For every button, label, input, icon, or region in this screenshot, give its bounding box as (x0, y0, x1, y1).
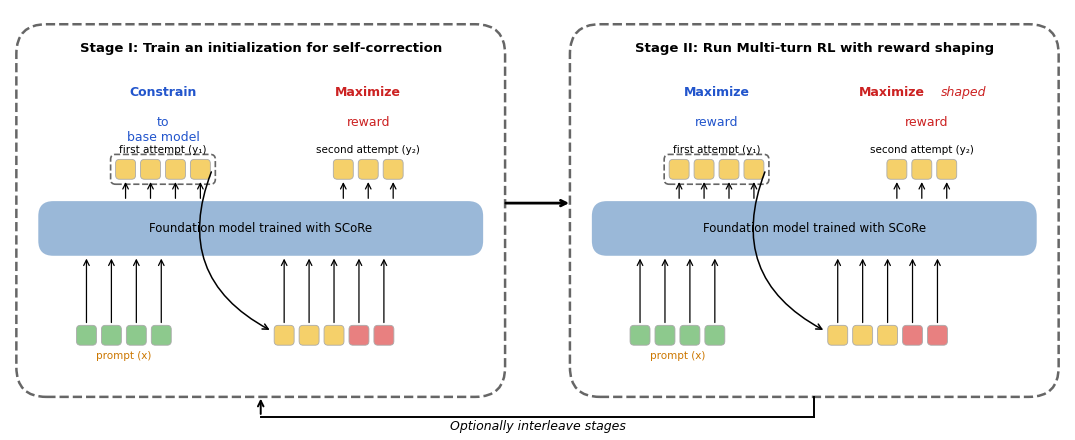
FancyBboxPatch shape (349, 325, 369, 345)
FancyBboxPatch shape (324, 325, 344, 345)
FancyBboxPatch shape (936, 159, 957, 179)
FancyBboxPatch shape (166, 159, 185, 179)
FancyBboxPatch shape (669, 159, 689, 179)
FancyBboxPatch shape (299, 325, 319, 345)
Text: Constrain: Constrain (129, 86, 197, 99)
FancyBboxPatch shape (274, 325, 295, 345)
Text: reward: reward (905, 116, 948, 128)
Text: reward: reward (694, 116, 739, 128)
Text: Stage II: Run Multi-turn RL with reward shaping: Stage II: Run Multi-turn RL with reward … (634, 42, 994, 55)
FancyBboxPatch shape (116, 159, 135, 179)
Text: prompt (x): prompt (x) (96, 351, 152, 361)
FancyBboxPatch shape (912, 159, 932, 179)
Text: Stage I: Train an initialization for self-correction: Stage I: Train an initialization for sel… (80, 42, 442, 55)
Text: first attempt (y₁): first attempt (y₁) (119, 145, 206, 155)
FancyBboxPatch shape (152, 325, 171, 345)
FancyBboxPatch shape (101, 325, 121, 345)
FancyBboxPatch shape (887, 159, 907, 179)
FancyBboxPatch shape (374, 325, 393, 345)
FancyBboxPatch shape (39, 201, 483, 256)
FancyBboxPatch shape (655, 325, 675, 345)
FancyBboxPatch shape (127, 325, 146, 345)
FancyBboxPatch shape (16, 24, 505, 397)
FancyBboxPatch shape (744, 159, 764, 179)
FancyBboxPatch shape (570, 24, 1059, 397)
FancyBboxPatch shape (630, 325, 650, 345)
FancyBboxPatch shape (190, 159, 211, 179)
FancyBboxPatch shape (852, 325, 873, 345)
Text: shaped: shaped (941, 86, 987, 99)
Text: second attempt (y₂): second attempt (y₂) (870, 145, 974, 155)
Text: Foundation model trained with SCoRe: Foundation model trained with SCoRe (703, 222, 926, 235)
FancyBboxPatch shape (719, 159, 739, 179)
FancyBboxPatch shape (705, 325, 725, 345)
Text: Maximize: Maximize (859, 86, 924, 99)
FancyBboxPatch shape (358, 159, 378, 179)
FancyBboxPatch shape (903, 325, 922, 345)
Text: Maximize: Maximize (684, 86, 749, 99)
FancyBboxPatch shape (679, 325, 700, 345)
Text: second attempt (y₂): second attempt (y₂) (316, 145, 420, 155)
FancyBboxPatch shape (928, 325, 947, 345)
FancyBboxPatch shape (877, 325, 898, 345)
Text: to
base model: to base model (127, 116, 199, 144)
FancyBboxPatch shape (383, 159, 403, 179)
Text: reward: reward (346, 116, 390, 128)
Text: first attempt (y₁): first attempt (y₁) (673, 145, 760, 155)
FancyBboxPatch shape (592, 201, 1036, 256)
FancyBboxPatch shape (141, 159, 160, 179)
FancyBboxPatch shape (76, 325, 97, 345)
Text: prompt (x): prompt (x) (649, 351, 705, 361)
FancyBboxPatch shape (828, 325, 848, 345)
Text: Optionally interleave stages: Optionally interleave stages (449, 420, 626, 433)
FancyBboxPatch shape (694, 159, 714, 179)
Text: Foundation model trained with SCoRe: Foundation model trained with SCoRe (149, 222, 372, 235)
FancyBboxPatch shape (333, 159, 354, 179)
Text: Maximize: Maximize (335, 86, 401, 99)
